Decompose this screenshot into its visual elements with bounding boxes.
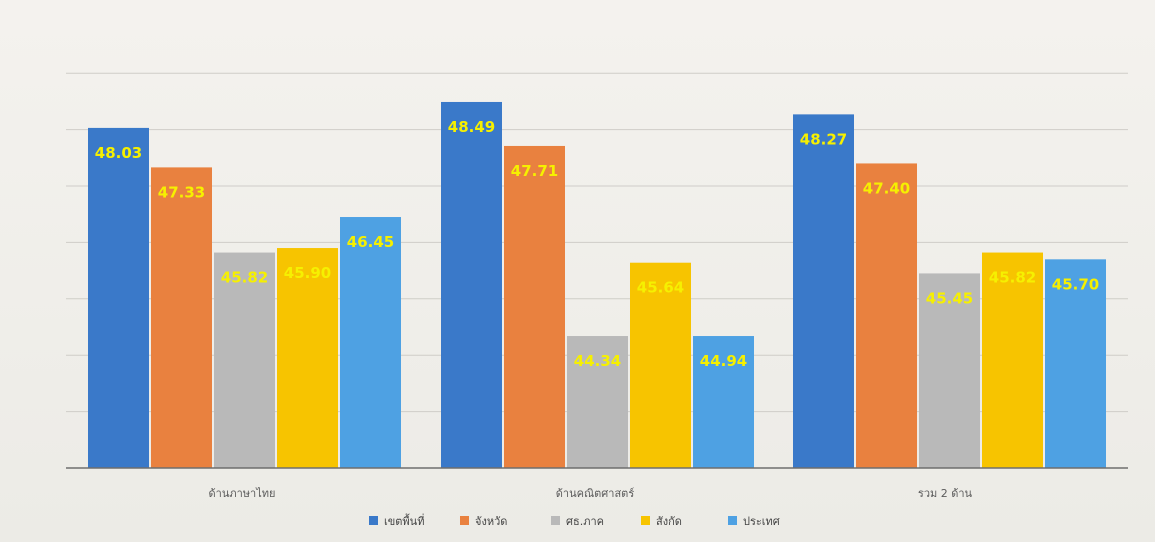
- legend-label: เขตพื้นที่: [384, 513, 424, 528]
- bar: [693, 336, 754, 468]
- bar: [856, 163, 917, 468]
- bar: [88, 127, 149, 469]
- bar: [151, 167, 212, 468]
- legend-swatch: [641, 516, 650, 525]
- bar: [277, 248, 338, 468]
- bar: [1045, 259, 1106, 468]
- data-label: 45.90: [284, 264, 331, 282]
- legend-swatch: [728, 516, 737, 525]
- legend-label: ประเทศ: [743, 515, 780, 528]
- bar: [919, 273, 980, 468]
- data-label: 45.45: [926, 289, 973, 307]
- data-label: 47.71: [511, 162, 558, 180]
- data-label: 44.94: [700, 352, 747, 370]
- data-label: 48.03: [95, 144, 142, 162]
- legend-swatch: [369, 516, 378, 525]
- value-labels: 48.03 47.33 45.82 45.90 46.45 48.49 47.71 44.34…: [95, 118, 1099, 370]
- data-label: 45.64: [637, 279, 684, 297]
- bar: [504, 145, 565, 468]
- data-label: 47.33: [158, 183, 205, 201]
- legend-swatch: [460, 516, 469, 525]
- legend-label: จังหวัด: [475, 515, 507, 528]
- bar: [630, 262, 691, 468]
- bar: [340, 217, 401, 468]
- data-label: 48.27: [800, 130, 847, 148]
- data-label: 45.82: [221, 269, 268, 287]
- category-label: ด้านภาษาไทย: [209, 487, 276, 500]
- category-labels: ด้านภาษาไทย ด้านคณิตศาสตร์ รวม 2 ด้าน: [209, 487, 973, 500]
- bar: [441, 101, 502, 469]
- bar: [567, 336, 628, 468]
- legend: เขตพื้นที่ จังหวัด ศธ.ภาค สังกัด ประเทศ: [369, 513, 780, 528]
- legend-label: สังกัด: [656, 515, 682, 528]
- bar: [982, 252, 1043, 468]
- legend-label: ศธ.ภาค: [566, 515, 604, 528]
- data-label: 45.70: [1052, 275, 1099, 293]
- legend-swatch: [551, 516, 560, 525]
- data-label: 47.40: [863, 179, 910, 197]
- bars: [88, 101, 1106, 469]
- bar: [793, 114, 854, 468]
- data-label: 44.34: [574, 352, 621, 370]
- category-label: ด้านคณิตศาสตร์: [556, 487, 635, 500]
- data-label: 46.45: [347, 233, 394, 251]
- bar: [214, 252, 275, 468]
- category-label: รวม 2 ด้าน: [918, 487, 973, 500]
- data-label: 48.49: [448, 118, 495, 136]
- data-label: 45.82: [989, 269, 1036, 287]
